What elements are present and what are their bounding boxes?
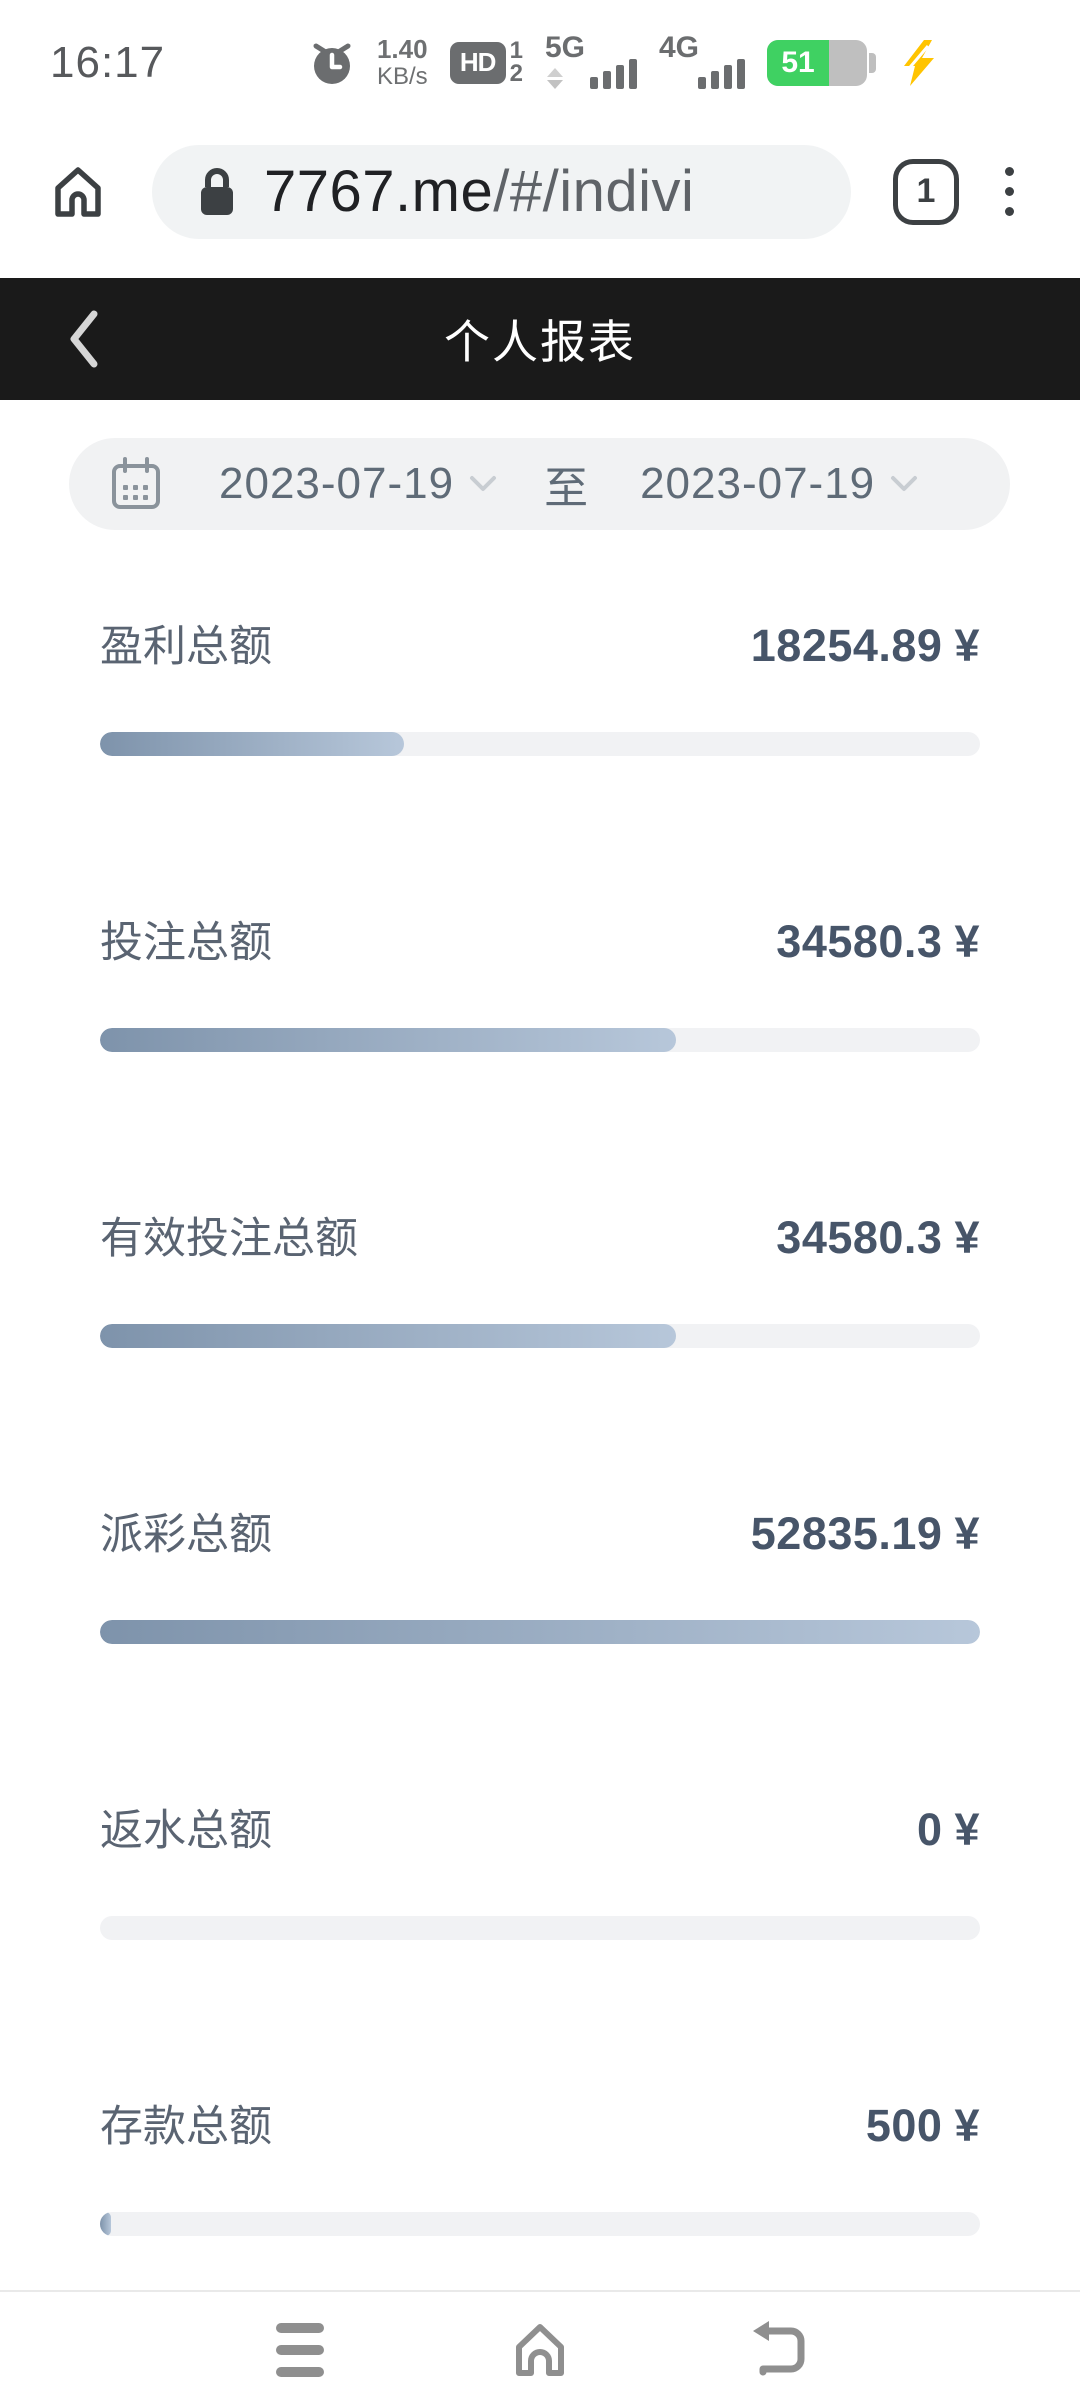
- stat-label: 存款总额: [100, 2103, 272, 2151]
- app-header: 个人报表: [0, 278, 1080, 400]
- stat-label: 返水总额: [100, 1807, 272, 1855]
- url-text: 7767.me/#/indivi: [264, 159, 695, 224]
- stat-value: 0 ¥: [916, 1804, 980, 1855]
- stat-value: 500 ¥: [865, 2100, 980, 2151]
- stat-row-profit-total: 盈利总额 18254.89 ¥: [100, 612, 980, 756]
- progress-track: [100, 1028, 980, 1052]
- page-title: 个人报表: [444, 316, 636, 368]
- stat-value: 18254.89 ¥: [750, 620, 980, 671]
- stat-value: 52835.19 ¥: [750, 1508, 980, 1559]
- home-nav-icon[interactable]: [502, 2312, 578, 2388]
- stat-row-bet-total: 投注总额 34580.3 ¥: [100, 908, 980, 1052]
- progress-fill: [100, 1324, 677, 1348]
- progress-track: [100, 1916, 980, 1940]
- signal-5g-icon: 5G: [545, 31, 637, 91]
- chevron-down-icon: [468, 474, 498, 494]
- charging-bolt-icon: [898, 38, 942, 88]
- progress-track: [100, 2212, 980, 2236]
- progress-fill: [100, 732, 404, 756]
- browser-home-icon[interactable]: [46, 160, 110, 224]
- clock-time: 16:17: [50, 37, 166, 87]
- recents-menu-icon[interactable]: [262, 2312, 338, 2388]
- chevron-down-icon: [889, 474, 919, 494]
- progress-track: [100, 732, 980, 756]
- stat-row-rebate-total: 返水总额 0 ¥: [100, 1796, 980, 1940]
- stat-label: 盈利总额: [100, 623, 272, 671]
- stat-value: 34580.3 ¥: [776, 1212, 980, 1263]
- url-bar[interactable]: 7767.me/#/indivi: [152, 144, 851, 239]
- browser-menu-icon[interactable]: [1001, 163, 1018, 220]
- stat-row-valid-bet-total: 有效投注总额 34580.3 ¥: [100, 1204, 980, 1348]
- end-date-select[interactable]: 2023-07-19: [640, 459, 919, 509]
- progress-fill: [100, 1620, 980, 1644]
- status-bar: 16:17 1.40 KB/s HD 1 2: [0, 0, 1080, 115]
- battery-icon: 51: [767, 39, 876, 86]
- progress-fill: [100, 1028, 677, 1052]
- tab-switcher-button[interactable]: 1: [893, 158, 959, 225]
- date-range-filter: 2023-07-19 至 2023-07-19: [69, 438, 1010, 530]
- browser-toolbar: 7767.me/#/indivi 1: [0, 115, 1080, 278]
- signal-4g-icon: 4G: [659, 31, 745, 91]
- progress-track: [100, 1324, 980, 1348]
- lock-icon: [196, 165, 238, 219]
- progress-track: [100, 1620, 980, 1644]
- back-nav-icon[interactable]: [742, 2312, 818, 2388]
- progress-fill: [100, 2212, 112, 2236]
- status-icons: 1.40 KB/s HD 1 2 5G 4G: [309, 31, 942, 91]
- stat-label: 投注总额: [100, 919, 272, 967]
- network-speed: 1.40 KB/s: [376, 34, 428, 90]
- system-nav-bar: [0, 2290, 1080, 2408]
- stat-row-payout-total: 派彩总额 52835.19 ¥: [100, 1500, 980, 1644]
- stat-label: 派彩总额: [100, 1511, 272, 1559]
- hd-volte-icon: HD 1 2: [449, 39, 523, 85]
- alarm-clock-icon: [309, 40, 355, 86]
- date-separator-label: 至: [544, 464, 589, 513]
- stat-label: 有效投注总额: [100, 1215, 358, 1263]
- stat-row-deposit-total: 存款总额 500 ¥: [100, 2092, 980, 2236]
- stat-value: 34580.3 ¥: [776, 916, 980, 967]
- start-date-select[interactable]: 2023-07-19: [219, 459, 498, 509]
- calendar-icon: [109, 455, 163, 513]
- report-stats-list: 盈利总额 18254.89 ¥ 投注总额 34580.3 ¥ 有效投注总额 3458…: [0, 530, 1080, 2236]
- back-button[interactable]: [48, 278, 118, 400]
